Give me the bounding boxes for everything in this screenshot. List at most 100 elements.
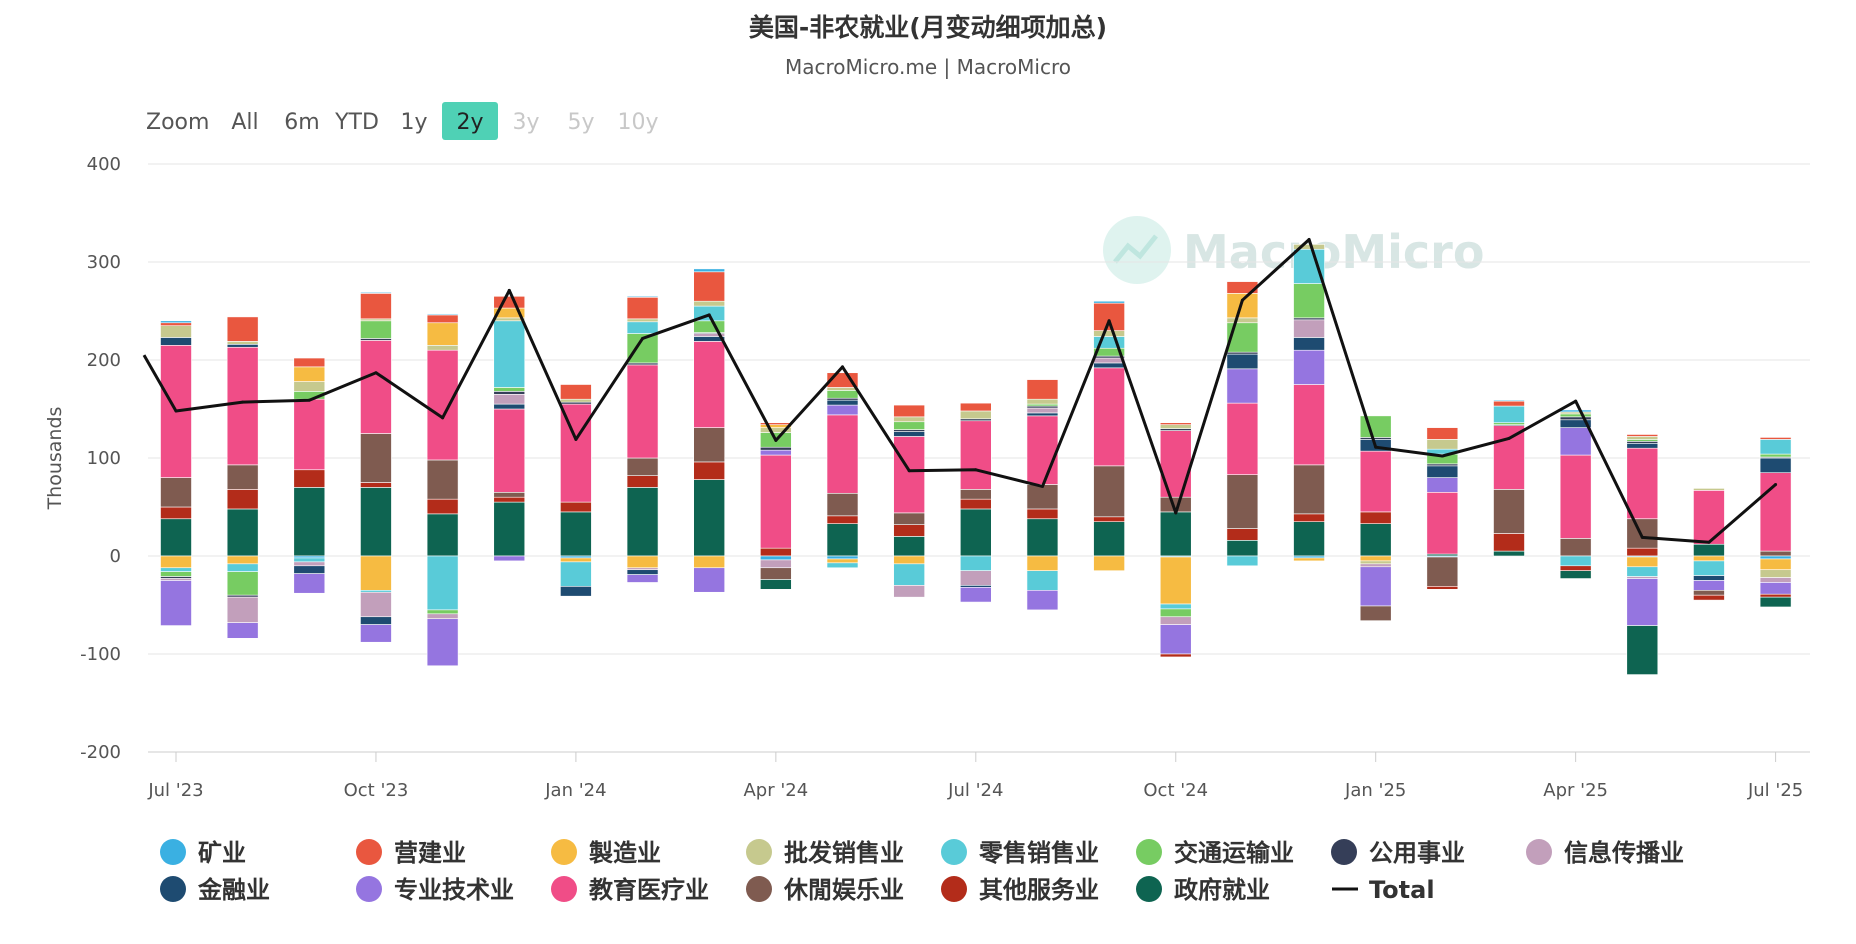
bar-segment-零售销售业 <box>626 321 659 334</box>
legend-item-营建业[interactable]: 营建业 <box>356 839 466 867</box>
bar-segment-教育医疗业 <box>1293 384 1325 466</box>
bar-segment-零售销售业 <box>1293 248 1325 284</box>
bar-segment-教育医疗业 <box>560 403 592 503</box>
legend-item-製造业[interactable]: 製造业 <box>551 839 661 867</box>
bar-segment-交通运输业 <box>1559 413 1592 418</box>
bar-segment-交通运输业 <box>1759 453 1792 458</box>
bar-segment-製造业 <box>1693 555 1725 562</box>
legend-dot-icon <box>551 839 577 865</box>
bar-segment-教育医疗业 <box>1093 367 1125 467</box>
bar-segment-专业技术业 <box>826 404 859 416</box>
bar-segment-休閒娱乐业 <box>1359 605 1392 621</box>
legend-label: 製造业 <box>589 839 661 867</box>
legend-item-专业技术业[interactable]: 专业技术业 <box>356 876 514 904</box>
zoom-button-2y[interactable]: 2y <box>442 102 498 140</box>
legend-item-信息传播业[interactable]: 信息传播业 <box>1526 839 1684 867</box>
bar-stack-2024-11 <box>1226 281 1259 567</box>
bar-segment-矿业 <box>426 313 459 316</box>
legend-item-零售销售业[interactable]: 零售销售业 <box>941 839 1099 867</box>
legend-item-其他服务业[interactable]: 其他服务业 <box>941 876 1099 904</box>
y-axis: 400 300 200 100 0 -100 -200 <box>80 154 121 763</box>
bar-segment-其他服务业 <box>1026 508 1059 520</box>
bar-segment-零售销售业 <box>560 561 592 587</box>
x-axis: Jul '23 Oct '23 Jan '24 Apr '24 Jul '24 Oct '… <box>147 751 1810 801</box>
legend-dot-icon <box>1331 839 1357 865</box>
bar-segment-营建业 <box>1759 437 1792 440</box>
legend-item-矿业[interactable]: 矿业 <box>160 839 246 867</box>
bar-segment-政府就业 <box>893 536 925 557</box>
legend-label: 营建业 <box>394 839 466 867</box>
legend-item-Total[interactable]: Total <box>1332 876 1435 904</box>
bar-segment-批发销售业 <box>1693 488 1725 491</box>
zoom-button-6m[interactable]: 6m <box>284 110 319 135</box>
bar-segment-矿业 <box>826 555 859 560</box>
bar-stack-2024-12 <box>1293 244 1325 562</box>
legend-dot-icon <box>746 876 772 902</box>
bar-segment-信息传播业 <box>360 591 392 618</box>
bar-segment-金融业 <box>1626 442 1659 449</box>
bar-segment-教育医疗业 <box>693 341 726 428</box>
bar-segment-教育医疗业 <box>1359 450 1392 513</box>
bar-stack-2023-08 <box>226 316 259 639</box>
bar-segment-信息传播业 <box>959 570 992 586</box>
bar-segment-专业技术业 <box>1226 368 1259 404</box>
bar-segment-交通运输业 <box>1293 283 1325 319</box>
bar-segment-製造业 <box>160 555 192 569</box>
zoom-button-label: 5y <box>567 110 594 135</box>
bar-segment-批发销售业 <box>493 317 526 322</box>
legend-item-金融业[interactable]: 金融业 <box>160 876 270 904</box>
bar-segment-零售销售业 <box>226 563 259 572</box>
bar-segment-教育医疗业 <box>1426 491 1459 555</box>
legend-item-交通运输业[interactable]: 交通运输业 <box>1136 839 1294 867</box>
zoom-button-1y[interactable]: 1y <box>400 110 427 135</box>
y-tick-label: -100 <box>80 644 121 665</box>
bar-segment-製造业 <box>1226 293 1259 319</box>
legend-label: 金融业 <box>197 876 270 904</box>
bar-segment-批发销售业 <box>826 387 859 391</box>
legend-item-批发销售业[interactable]: 批发销售业 <box>746 839 904 867</box>
legend-item-休閒娱乐业[interactable]: 休閒娱乐业 <box>746 876 904 904</box>
bar-segment-营建业 <box>893 404 925 418</box>
legend-item-公用事业[interactable]: 公用事业 <box>1331 839 1465 867</box>
bar-segment-教育医疗业 <box>826 414 859 494</box>
zoom-button-label: 1y <box>400 110 427 135</box>
bar-segment-其他服务业 <box>1626 547 1659 557</box>
legend-item-政府就业[interactable]: 政府就业 <box>1136 876 1270 904</box>
zoom-button-3y[interactable]: 3y <box>512 110 539 135</box>
bar-segment-信息传播业 <box>1159 616 1192 625</box>
bar-segment-金融业 <box>626 569 659 575</box>
zoom-button-5y[interactable]: 5y <box>567 110 594 135</box>
bar-segment-批发销售业 <box>1426 439 1459 450</box>
zoom-button-10y[interactable]: 10y <box>617 110 658 135</box>
total-point <box>1640 535 1644 539</box>
bar-segment-专业技术业 <box>426 618 459 667</box>
bar-stack-2023-12 <box>493 295 526 562</box>
x-tick-label: Oct '24 <box>1143 780 1208 801</box>
bar-stack-2024-07 <box>959 402 992 603</box>
zoom-button-YTD[interactable]: YTD <box>334 110 379 135</box>
zoom-button-All[interactable]: All <box>231 110 258 135</box>
bar-segment-其他服务业 <box>493 496 526 503</box>
watermark-text: MacroMicro <box>1183 225 1484 279</box>
bar-segment-教育医疗业 <box>226 346 259 466</box>
bar-segment-信息传播业 <box>226 596 259 623</box>
bar-segment-专业技术业 <box>1693 580 1725 591</box>
legend-item-教育医疗业[interactable]: 教育医疗业 <box>551 876 709 904</box>
bar-segment-营建业 <box>693 271 726 302</box>
x-tick-label: Jul '25 <box>1747 780 1803 801</box>
bar-stack-2025-05 <box>1626 434 1659 675</box>
y-tick-label: 0 <box>110 546 121 567</box>
bar-segment-零售销售业 <box>893 563 925 586</box>
bar-segment-政府就业 <box>1293 521 1325 557</box>
bar-segment-金融业 <box>1093 362 1125 369</box>
bar-segment-製造业 <box>893 555 925 565</box>
bar-segment-金融业 <box>1226 353 1259 370</box>
bars <box>160 244 1792 675</box>
zoom-control: Zoom All 6m YTD 1y 2y 3y 5y 10y <box>146 102 659 140</box>
bar-segment-休閒娱乐业 <box>626 457 659 476</box>
legend-label: 教育医疗业 <box>589 876 709 904</box>
bar-segment-其他服务业 <box>626 475 659 488</box>
bar-segment-矿业 <box>1493 399 1525 402</box>
legend-label: 专业技术业 <box>394 876 514 904</box>
bar-segment-批发销售业 <box>1626 436 1659 440</box>
